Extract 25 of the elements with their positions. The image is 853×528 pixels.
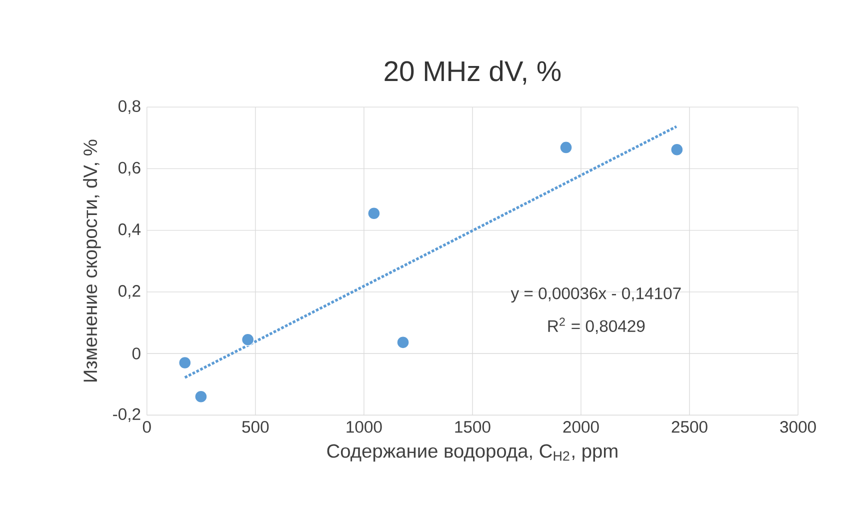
point — [368, 206, 380, 220]
y-tick-label: 0,6 — [118, 162, 140, 176]
y-tick-label: 0 — [132, 348, 140, 360]
chart-title: 20 MHz dV, % — [384, 60, 561, 85]
y-tick-label: 0,2 — [118, 284, 140, 299]
x-tick-label: 1500 — [455, 420, 490, 433]
annotation: y = 0,00036x - 0,14107 — [510, 287, 681, 302]
x-axis-title: Содержание водорода, C$_{H2}$, ppm — [327, 444, 618, 462]
annotation: R$^{2}$ = 0,80429 — [548, 318, 645, 334]
point — [194, 390, 208, 403]
y-tick-label: 0,4 — [118, 223, 141, 238]
y-axis-title: Изменение скорости, dV, % — [83, 140, 101, 382]
point — [178, 356, 192, 370]
x-tick-label: 500 — [242, 420, 269, 433]
x-tick-label: 0 — [142, 420, 151, 433]
point — [560, 141, 572, 154]
y-tick-label: 0,8 — [118, 100, 140, 114]
x-tick-label: 2000 — [563, 420, 599, 433]
point — [396, 336, 410, 349]
x-tick-label: 1000 — [346, 420, 382, 433]
x-tick-label: 2500 — [672, 420, 708, 433]
x-tick-label: 3000 — [780, 420, 816, 433]
point — [241, 333, 254, 346]
y-tick-label: -0,2 — [113, 408, 140, 422]
point — [670, 143, 684, 156]
